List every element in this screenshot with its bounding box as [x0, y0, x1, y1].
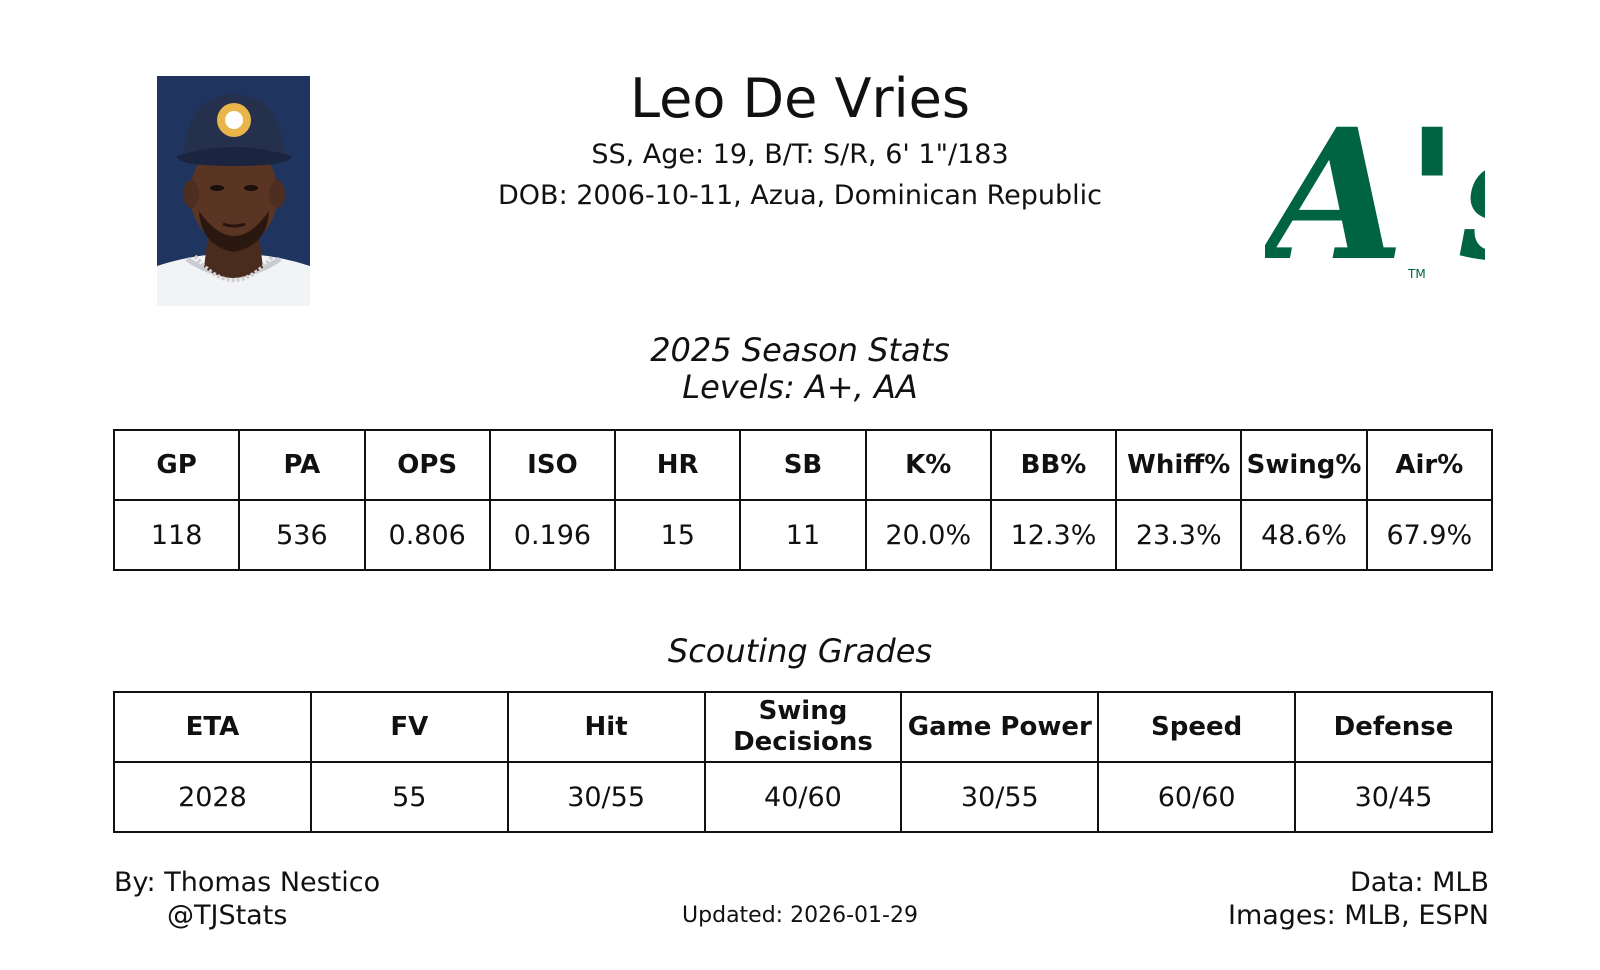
- table-cell: 0.196: [488, 499, 617, 571]
- table-cell: 118: [112, 499, 241, 571]
- column-header: K%: [864, 429, 992, 501]
- table-cell: 67.9%: [1365, 499, 1494, 571]
- table-cell: 536: [238, 499, 366, 571]
- column-header: FV: [309, 691, 509, 763]
- table-cell: 55: [309, 761, 509, 833]
- scouting-grades-title: Scouting Grades: [667, 632, 933, 670]
- images-source: Images: MLB, ESPN: [1227, 900, 1489, 931]
- column-header: Speed: [1097, 691, 1297, 763]
- table-cell: 15: [614, 499, 742, 571]
- table-cell: 12.3%: [989, 499, 1118, 571]
- table-cell: 0.806: [363, 499, 491, 571]
- updated-date: Updated: 2026-01-29: [682, 903, 918, 928]
- author-name: By: Thomas Nestico: [114, 867, 381, 898]
- table-cell: 30/55: [900, 761, 1100, 833]
- player-birth-line: DOB: 2006-10-11, Azua, Dominican Republi…: [498, 180, 1102, 211]
- scouting-grades-table: ETA FV Hit Swing Decisions Game Power Sp…: [113, 691, 1493, 833]
- column-header: BB%: [989, 429, 1118, 501]
- column-header: SB: [739, 429, 867, 501]
- table-cell: 23.3%: [1115, 499, 1243, 571]
- season-levels: Levels: A+, AA: [682, 368, 918, 406]
- table-row: 2028 55 30/55 40/60 30/55 60/60 30/45: [113, 761, 1493, 833]
- table-header-row: GP PA OPS ISO HR SB K% BB% Whiff% Swing%…: [112, 429, 1494, 501]
- author-handle: @TJStats: [167, 900, 288, 931]
- table-cell: 30/45: [1294, 761, 1493, 833]
- table-header-row: ETA FV Hit Swing Decisions Game Power Sp…: [113, 691, 1493, 763]
- table-cell: 2028: [113, 761, 312, 833]
- column-header: HR: [614, 429, 742, 501]
- table-row: 118 536 0.806 0.196 15 11 20.0% 12.3% 23…: [112, 499, 1494, 571]
- table-cell: 48.6%: [1240, 499, 1368, 571]
- column-header: Air%: [1365, 429, 1494, 501]
- trademark-mark: TM: [1407, 267, 1426, 281]
- player-name: Leo De Vries: [629, 67, 971, 130]
- column-header: Defense: [1294, 691, 1493, 763]
- column-header: Hit: [506, 691, 706, 763]
- column-header: PA: [238, 429, 366, 501]
- table-cell: 40/60: [703, 761, 903, 833]
- source-credits: Data: MLB Images: MLB, ESPN: [1228, 866, 1489, 932]
- season-stats-title: 2025 Season Stats: [650, 331, 950, 369]
- column-header: Whiff%: [1115, 429, 1243, 501]
- column-header: Game Power: [900, 691, 1100, 763]
- table-cell: 20.0%: [864, 499, 992, 571]
- column-header: OPS: [363, 429, 491, 501]
- player-bio-line: SS, Age: 19, B/T: S/R, 6' 1"/183: [591, 139, 1009, 170]
- player-headshot: [157, 76, 310, 306]
- season-stats-table: GP PA OPS ISO HR SB K% BB% Whiff% Swing%…: [112, 429, 1494, 571]
- column-header: Swing Decisions: [703, 691, 903, 763]
- table-cell: 30/55: [506, 761, 706, 833]
- column-header: ETA: [113, 691, 312, 763]
- table-cell: 60/60: [1097, 761, 1297, 833]
- column-header: ISO: [488, 429, 617, 501]
- data-source: Data: MLB: [1349, 867, 1489, 898]
- table-cell: 11: [739, 499, 867, 571]
- column-header: GP: [112, 429, 241, 501]
- author-credit: By: Thomas Nestico @TJStats: [114, 866, 380, 932]
- column-header: Swing%: [1240, 429, 1368, 501]
